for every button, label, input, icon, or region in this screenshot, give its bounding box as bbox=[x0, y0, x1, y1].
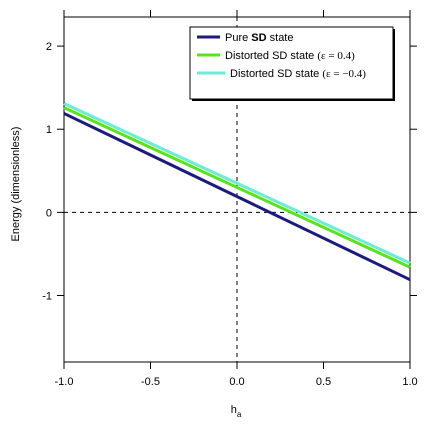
x-tick-label: -1.0 bbox=[55, 376, 74, 388]
axis-ticks: -1.0 -0.5 0.0 0.5 1.0 -1 0 1 2 bbox=[42, 10, 418, 388]
legend-box bbox=[189, 26, 394, 100]
x-tick-label: -0.5 bbox=[141, 376, 160, 388]
y-tick-label: -1 bbox=[42, 290, 52, 302]
legend-label-1: Pure SD state bbox=[225, 32, 293, 44]
x-axis-title: ha bbox=[231, 404, 242, 419]
x-tick-label: 1.0 bbox=[402, 376, 417, 388]
x-axis-title-main: h bbox=[231, 404, 237, 416]
data-series bbox=[63, 102, 411, 282]
y-axis-title: Energy (dimensionless) bbox=[10, 127, 22, 242]
y-tick-label: 0 bbox=[46, 207, 52, 219]
legend: Pure SD state Distorted SD state (ε = 0.4… bbox=[189, 26, 395, 101]
series-line-1 bbox=[63, 112, 411, 282]
series-line-3 bbox=[63, 102, 411, 265]
x-axis-title-subscript: a bbox=[237, 410, 242, 419]
x-tick-label: 0.0 bbox=[229, 376, 244, 388]
x-tick-label: 0.5 bbox=[316, 376, 331, 388]
legend-label-3: Distorted SD state (ε = −0.4) bbox=[230, 68, 366, 80]
legend-label-2: Distorted SD state (ε = 0.4) bbox=[225, 50, 355, 62]
y-tick-label: 1 bbox=[46, 124, 52, 136]
y-tick-label: 2 bbox=[46, 41, 52, 53]
series-line-2 bbox=[63, 106, 411, 269]
